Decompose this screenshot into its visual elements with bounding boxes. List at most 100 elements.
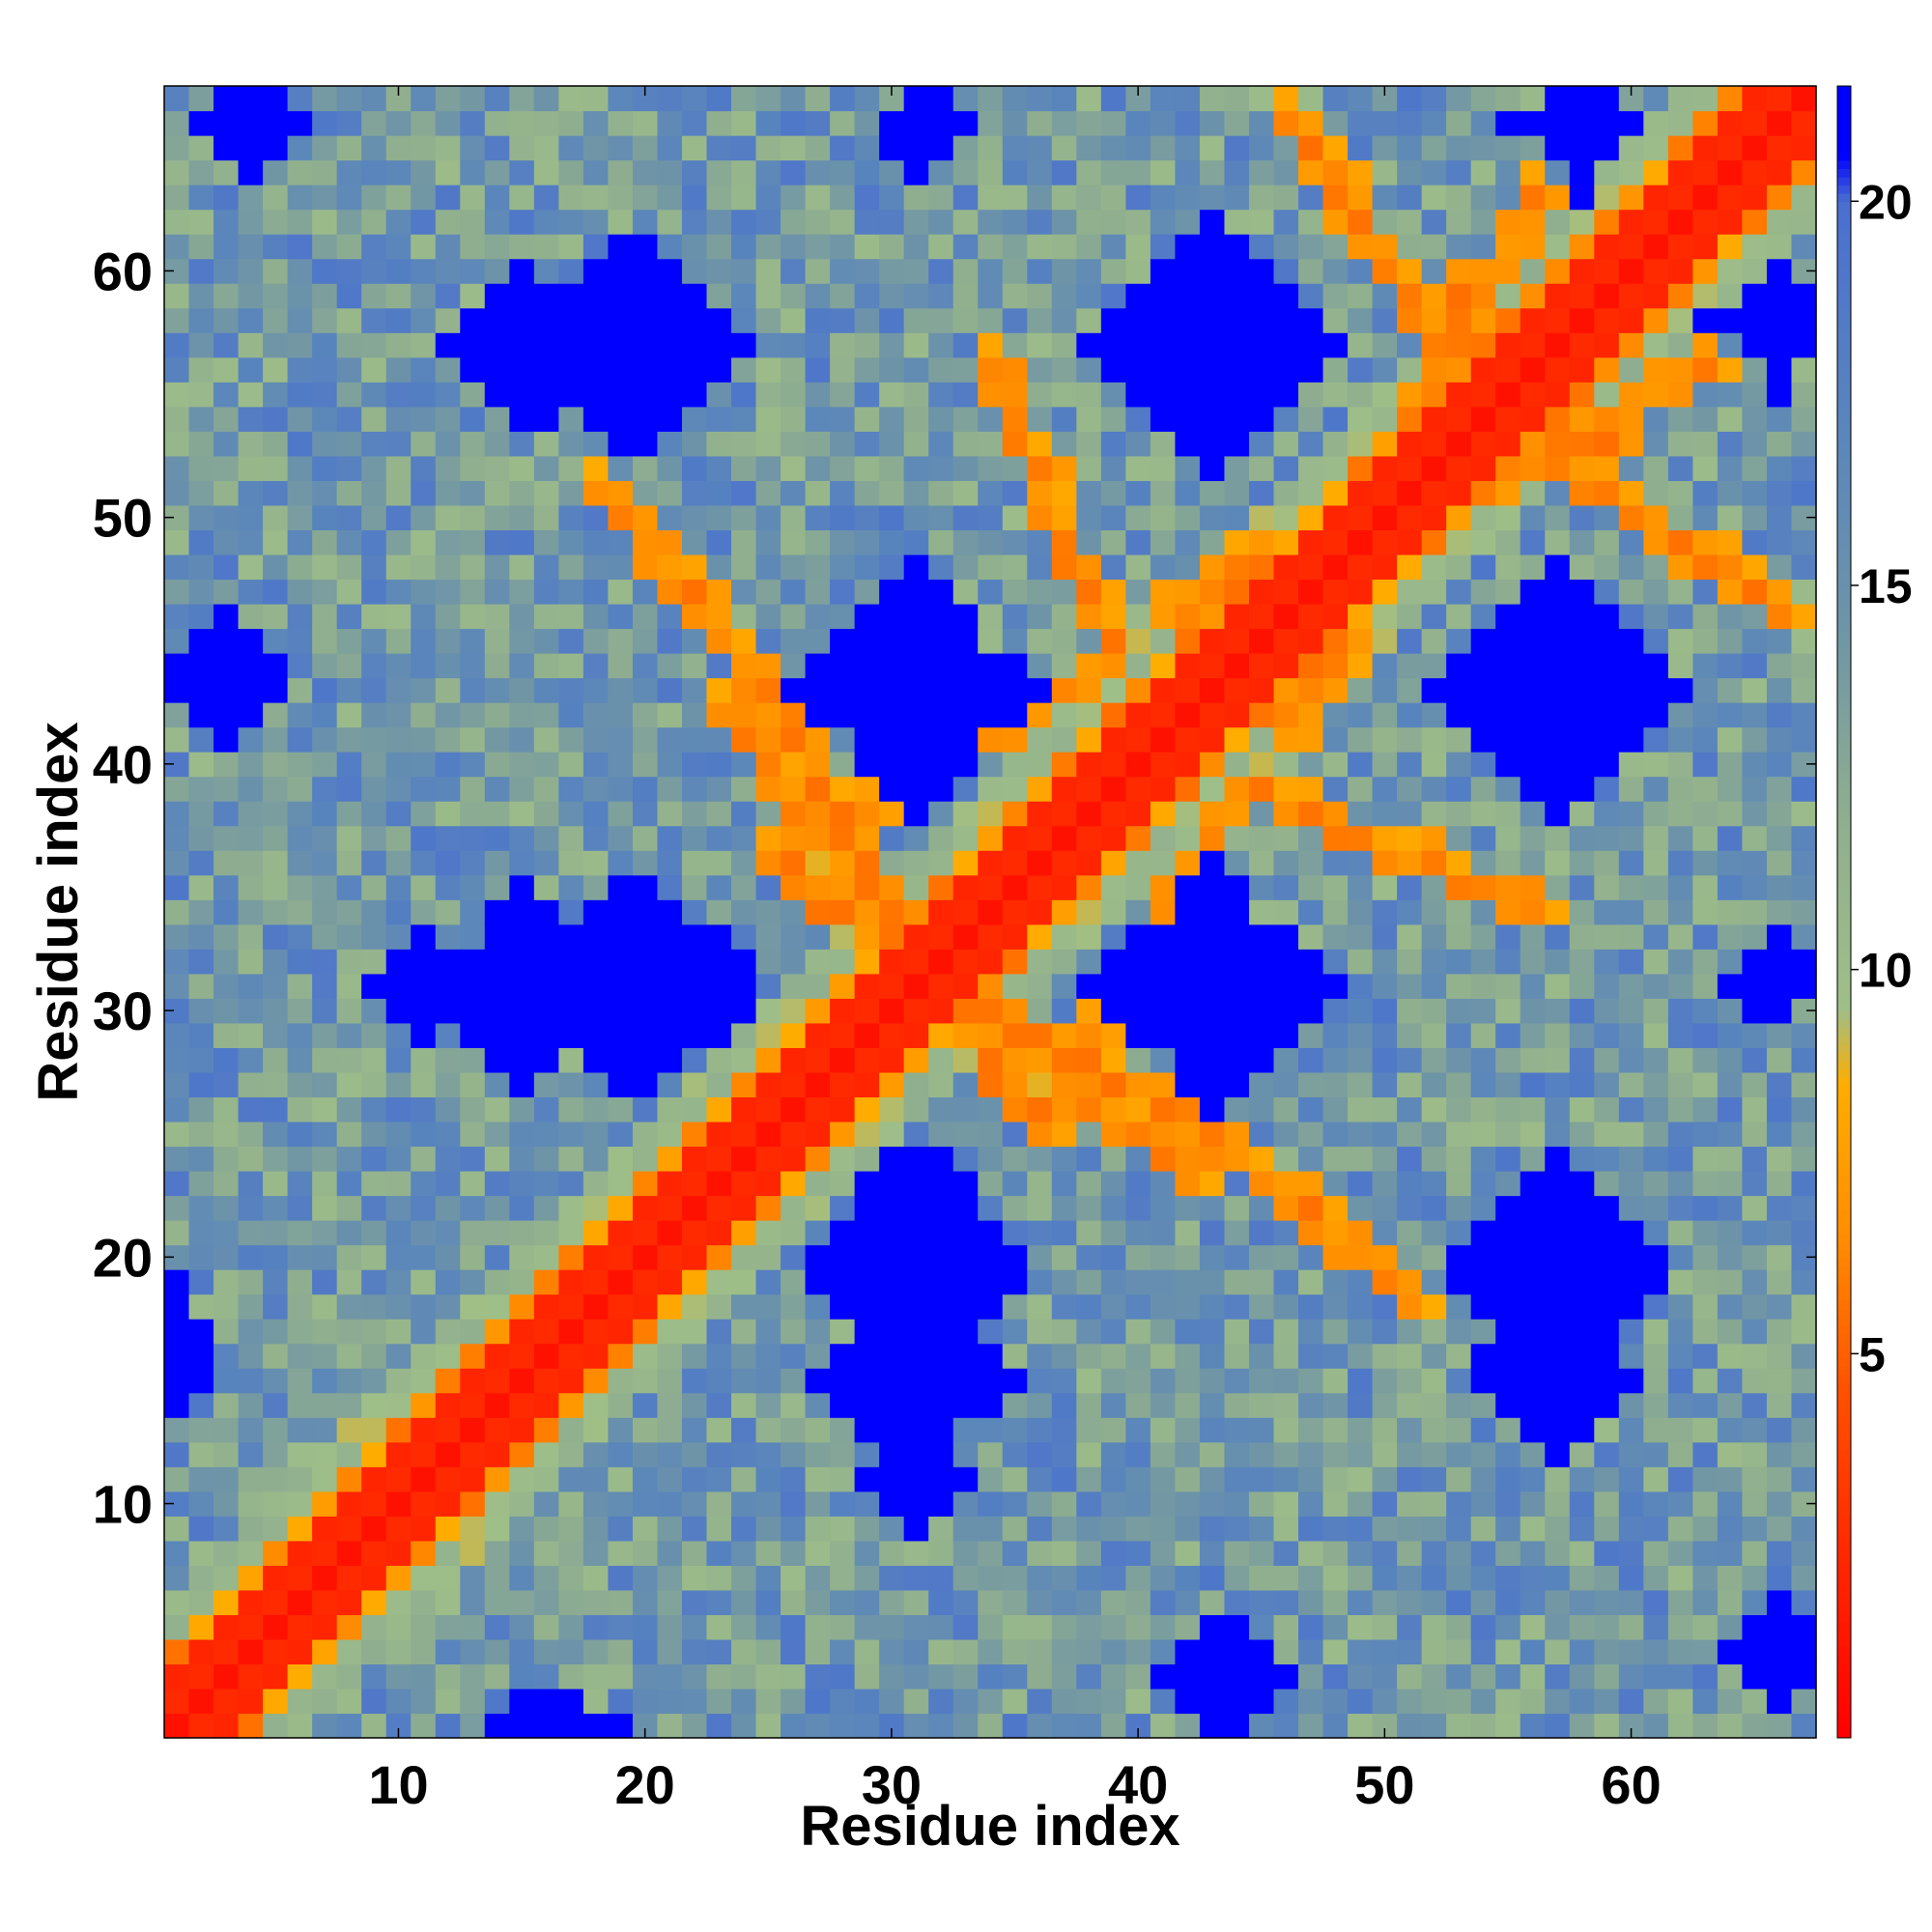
heatmap-cell (385, 1441, 412, 1467)
heatmap-cell (385, 258, 412, 284)
heatmap-cell (1224, 1319, 1250, 1345)
heatmap-cell (435, 406, 461, 432)
heatmap-cell (1322, 332, 1349, 358)
heatmap-cell (1495, 110, 1521, 136)
heatmap-cell (1298, 1170, 1324, 1197)
heatmap-cell (1002, 628, 1028, 654)
heatmap-cell (1125, 1614, 1151, 1640)
heatmap-cell (1002, 850, 1028, 876)
heatmap-cell (213, 283, 240, 309)
heatmap-cell (460, 1343, 486, 1369)
heatmap-cell (460, 382, 486, 408)
heatmap-cell (1791, 185, 1817, 211)
heatmap-cell (164, 1047, 190, 1073)
heatmap-cell (879, 1589, 905, 1615)
heatmap-cell (213, 480, 240, 506)
heatmap-cell (385, 1293, 412, 1320)
heatmap-cell (632, 752, 659, 778)
heatmap-cell (657, 825, 683, 851)
heatmap-cell (361, 923, 387, 950)
heatmap-cell (484, 1441, 510, 1467)
heatmap-cell (1397, 258, 1423, 284)
heatmap-cell (1002, 1220, 1028, 1246)
colorbar-segment (1837, 1143, 1851, 1152)
heatmap-cell (903, 579, 929, 605)
heatmap-cell (238, 1096, 264, 1122)
heatmap-cell (928, 480, 954, 506)
heatmap-cell (1125, 1195, 1151, 1221)
heatmap-cell (1175, 1614, 1201, 1640)
heatmap-cell (238, 529, 264, 555)
heatmap-cell (484, 110, 510, 136)
colorbar-segment (1837, 1688, 1851, 1697)
heatmap-cell (1100, 1071, 1126, 1098)
heatmap-cell (1667, 1343, 1693, 1369)
heatmap-cell (1150, 529, 1177, 555)
heatmap-cell (1348, 899, 1374, 925)
heatmap-cell (385, 923, 412, 950)
heatmap-cell (681, 234, 708, 260)
heatmap-cell (1692, 86, 1719, 112)
heatmap-cell (1348, 1516, 1374, 1542)
heatmap-cell (336, 1319, 362, 1345)
heatmap-cell (755, 110, 781, 136)
heatmap-cell (1125, 1170, 1151, 1197)
heatmap-cell (781, 1565, 807, 1591)
heatmap-cell (411, 382, 437, 408)
heatmap-cell (854, 1688, 880, 1715)
heatmap-cell (1175, 283, 1201, 309)
heatmap-cell (484, 382, 510, 408)
heatmap-cell (731, 825, 757, 851)
heatmap-cell (1100, 1319, 1126, 1345)
heatmap-cell (755, 1688, 781, 1715)
heatmap-cell (558, 874, 584, 900)
heatmap-cell (854, 628, 880, 654)
heatmap-cell (952, 1047, 979, 1073)
heatmap-cell (879, 850, 905, 876)
heatmap-cell (385, 382, 412, 408)
heatmap-cell (213, 1466, 240, 1492)
heatmap-cell (1100, 776, 1126, 802)
heatmap-cell (731, 185, 757, 211)
heatmap-cell (1175, 234, 1201, 260)
heatmap-cell (1667, 1195, 1693, 1221)
heatmap-cell (879, 1121, 905, 1148)
heatmap-cell (706, 1368, 732, 1394)
colorbar-segment (1837, 1077, 1851, 1087)
heatmap-cell (781, 825, 807, 851)
heatmap-cell (1322, 185, 1349, 211)
heatmap-cell (1692, 1688, 1719, 1715)
heatmap-cell (1298, 1343, 1324, 1369)
heatmap-cell (781, 801, 807, 827)
heatmap-cell (509, 702, 535, 728)
colorbar-segment (1837, 540, 1851, 550)
heatmap-cell (1100, 1516, 1126, 1542)
heatmap-cell (1322, 1417, 1349, 1443)
heatmap-cell (1298, 1293, 1324, 1320)
heatmap-cell (287, 1638, 313, 1665)
heatmap-cell (903, 1441, 929, 1467)
heatmap-cell (1224, 1244, 1250, 1270)
heatmap-cell (1766, 1688, 1793, 1715)
heatmap-cell (1199, 1022, 1226, 1048)
heatmap-cell (781, 283, 807, 309)
heatmap-cell (435, 702, 461, 728)
heatmap-cell (781, 1614, 807, 1640)
heatmap-cell (1569, 801, 1595, 827)
heatmap-cell (1273, 529, 1299, 555)
heatmap-cell (928, 1638, 954, 1665)
heatmap-cell (164, 86, 190, 112)
heatmap-cell (681, 382, 708, 408)
colorbar-segment (1837, 226, 1851, 236)
heatmap-cell (1175, 850, 1201, 876)
heatmap-cell (1692, 1096, 1719, 1122)
heatmap-cell (731, 752, 757, 778)
heatmap-cell (411, 455, 437, 481)
heatmap-cell (854, 1244, 880, 1270)
heatmap-cell (1372, 1417, 1398, 1443)
heatmap-cell (1643, 850, 1669, 876)
heatmap-cell (1569, 1713, 1595, 1739)
heatmap-cell (1397, 1491, 1423, 1517)
heatmap-cell (1742, 653, 1768, 679)
heatmap-cell (509, 382, 535, 408)
